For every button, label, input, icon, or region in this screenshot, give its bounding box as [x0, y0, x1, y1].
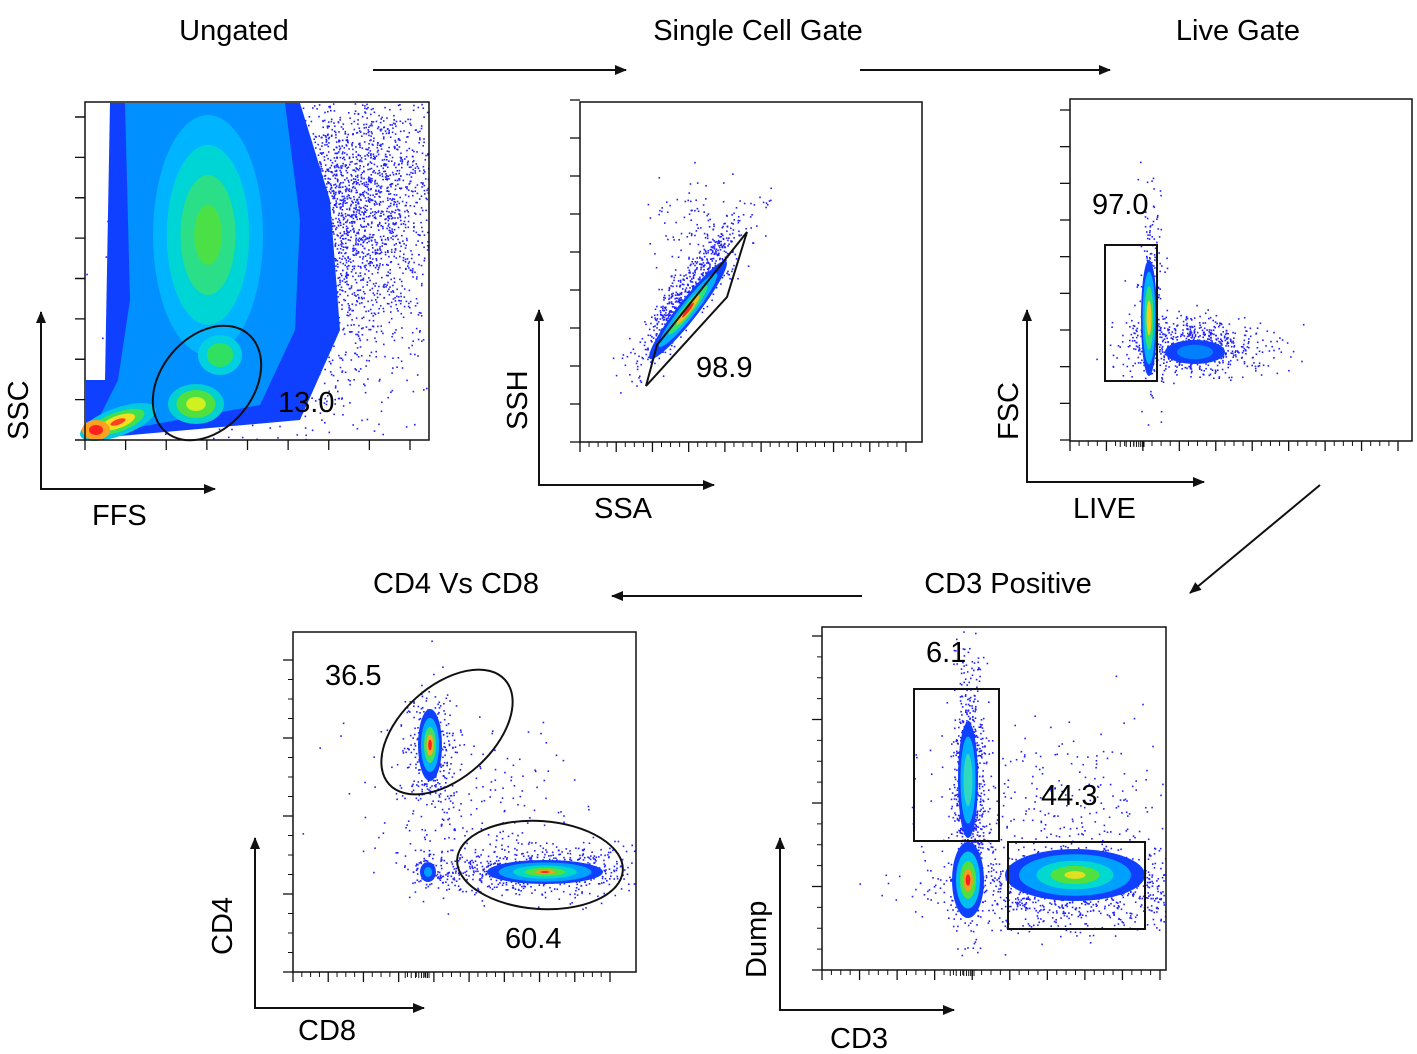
axis-ticks	[75, 116, 411, 450]
y-axis-label: FSC	[993, 382, 1025, 440]
density-contour	[89, 425, 103, 435]
axis-arrows	[779, 840, 952, 1011]
gate-ellipse-cd8	[456, 819, 624, 911]
axis-ticks	[1060, 109, 1399, 451]
panel-single-cell-gate: Single Cell Gate 98.9 SSA SSH	[502, 15, 923, 525]
axis-arrows	[538, 312, 712, 486]
density-contour	[186, 397, 206, 411]
axis-ticks	[812, 635, 1161, 980]
gate-value: 60.4	[505, 923, 561, 955]
panel-title: Ungated	[179, 15, 289, 47]
panel-live-gate: Live Gate 97.0 LIVE FSC	[993, 15, 1413, 525]
panel-title: Single Cell Gate	[653, 15, 863, 47]
plot-frame	[821, 626, 1167, 971]
panel-cd3-positive: CD3 Positive 6.1 44.3 CD3 Dump	[741, 568, 1167, 1054]
x-axis-label: CD3	[830, 1023, 888, 1054]
gate-polygon	[645, 231, 748, 387]
gate-value: 36.5	[325, 660, 381, 692]
density-contour	[428, 739, 432, 751]
density-contour	[194, 205, 222, 265]
gate-rect	[1104, 244, 1158, 382]
y-axis-label: CD4	[207, 897, 239, 955]
y-axis-label: Dump	[741, 901, 773, 978]
x-axis-label: FFS	[92, 500, 147, 532]
panel-title: CD4 Vs CD8	[373, 568, 539, 600]
plot-frame	[579, 101, 923, 443]
density-contour	[110, 418, 126, 426]
axis-arrows	[254, 840, 423, 1009]
density-contour	[1064, 871, 1086, 879]
gate-rect-dump	[913, 688, 1000, 842]
density-contour	[424, 867, 432, 877]
gate-value: 97.0	[1092, 189, 1148, 221]
flow-arrow-3	[1189, 484, 1321, 594]
gate-ellipse	[151, 324, 263, 442]
gate-ellipse-cd4	[380, 668, 514, 796]
density-plot	[302, 640, 636, 915]
axis-ticks	[283, 659, 611, 982]
panel-title: CD3 Positive	[924, 568, 1092, 600]
panel-title: Live Gate	[1176, 15, 1300, 47]
gate-rect-cd3	[1007, 841, 1146, 930]
x-axis-label: CD8	[298, 1015, 356, 1047]
gate-value: 44.3	[1041, 780, 1097, 812]
panel-ungated: Ungated 13.0 FFS SSC	[3, 15, 430, 532]
y-axis-label: SSC	[3, 380, 35, 440]
panel-cd4-vs-cd8: CD4 Vs CD8 36.5 60.4 CD8 CD4	[207, 568, 637, 1047]
plot-frame	[1069, 98, 1413, 442]
axis-arrows	[40, 312, 215, 490]
density-plot	[612, 161, 772, 394]
y-axis-label: SSH	[502, 370, 534, 430]
density-contour	[682, 302, 694, 318]
plot-frame	[292, 631, 637, 973]
density-contour	[1177, 344, 1213, 360]
plot-frame	[84, 101, 430, 441]
axis-arrows	[1026, 312, 1202, 483]
density-plot	[80, 103, 430, 441]
density-plot	[859, 631, 1167, 957]
density-contour	[540, 871, 550, 873]
density-contour	[963, 753, 973, 807]
density-contour	[1146, 300, 1152, 336]
axis-ticks	[570, 99, 907, 452]
event-dots	[647, 161, 747, 284]
gate-value: 98.9	[696, 352, 752, 384]
x-axis-label: LIVE	[1073, 493, 1136, 525]
density-contour	[965, 874, 971, 886]
gate-value: 6.1	[926, 637, 966, 669]
density-contour	[206, 343, 234, 367]
x-axis-label: SSA	[594, 493, 653, 525]
gate-value: 13.0	[278, 387, 334, 419]
